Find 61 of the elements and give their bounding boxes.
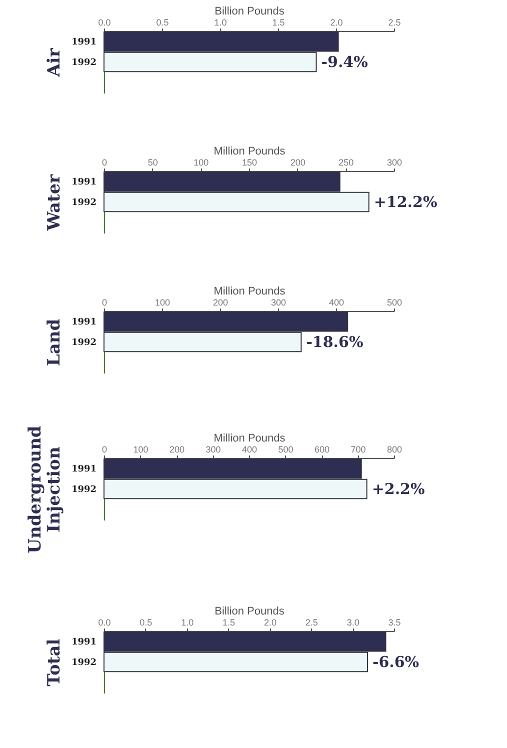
x-tick-label: 1.5: [272, 18, 285, 28]
x-tick-label: 0.0: [98, 18, 111, 28]
x-tick-label: 200: [169, 444, 185, 454]
x-tick-label: 0.5: [140, 618, 152, 628]
y-tick-label: 1991: [71, 464, 96, 475]
x-tick-label: 600: [314, 444, 330, 454]
y-axis-title: Water: [44, 173, 64, 232]
y-axis-title: Underground Injection: [25, 426, 64, 554]
x-axis-title: Million Pounds: [214, 432, 286, 444]
x-tick-label: 0.0: [98, 618, 111, 628]
x-tick-label: 0.5: [156, 18, 169, 28]
x-tick-label: 100: [133, 444, 148, 454]
x-tick-label: 50: [148, 158, 158, 168]
y-axis-title: Total: [44, 638, 64, 686]
y-tick-label: 1991: [71, 38, 96, 48]
x-tick-label: 100: [154, 298, 170, 308]
x-tick-label: 150: [242, 158, 258, 168]
x-tick-label: 1.0: [181, 618, 194, 628]
x-tick-label: 200: [212, 298, 228, 308]
y-tick-label: 1992: [71, 198, 96, 208]
y-tick-label: 1992: [71, 485, 96, 495]
x-tick-label: 3.0: [346, 618, 360, 628]
x-tick-label: 500: [386, 298, 402, 308]
x-tick-label: 200: [290, 158, 306, 168]
x-tick-label: 2.0: [330, 18, 343, 28]
x-tick-label: 250: [338, 158, 354, 168]
x-axis-title: Million Pounds: [214, 146, 286, 158]
y-tick-label: 1991: [71, 178, 96, 188]
annotation: +2.2%: [372, 480, 425, 498]
x-tick-label: 400: [242, 444, 258, 454]
x-tick-label: 300: [386, 158, 402, 168]
y-tick-label: 1991: [71, 638, 96, 648]
x-axis-title: Billion Pounds: [214, 606, 285, 618]
y-tick-label: 1992: [71, 338, 96, 348]
y-axis-title: Land: [44, 318, 64, 366]
x-tick-label: 700: [350, 444, 366, 454]
x-tick-label: 3.5: [388, 618, 401, 628]
x-axis-title: Billion Pounds: [214, 6, 285, 18]
x-axis-title: Million Pounds: [214, 286, 286, 298]
x-tick-label: 0: [102, 298, 108, 308]
y-tick-label: 1992: [71, 658, 96, 668]
annotation: -6.6%: [372, 653, 420, 671]
x-tick-label: 2.0: [264, 618, 276, 628]
x-tick-label: 1.0: [214, 18, 227, 28]
annotation: -9.4%: [321, 53, 368, 71]
x-tick-label: 400: [328, 298, 344, 308]
y-tick-label: 1992: [71, 58, 96, 68]
x-tick-label: 2.5: [305, 618, 318, 628]
x-tick-label: 500: [278, 444, 294, 454]
x-tick-label: 300: [270, 298, 286, 308]
x-tick-label: 800: [386, 444, 402, 454]
y-tick-label: 1991: [71, 318, 96, 328]
annotation: -18.6%: [306, 333, 364, 351]
x-tick-label: 0: [102, 158, 108, 168]
annotation: +12.2%: [374, 193, 438, 211]
x-tick-label: 2.5: [388, 18, 401, 28]
x-tick-label: 100: [194, 158, 209, 168]
x-tick-label: 0: [102, 444, 108, 454]
y-axis-title: Air: [44, 47, 64, 78]
x-tick-label: 1.5: [222, 618, 236, 628]
x-tick-label: 300: [206, 444, 221, 454]
